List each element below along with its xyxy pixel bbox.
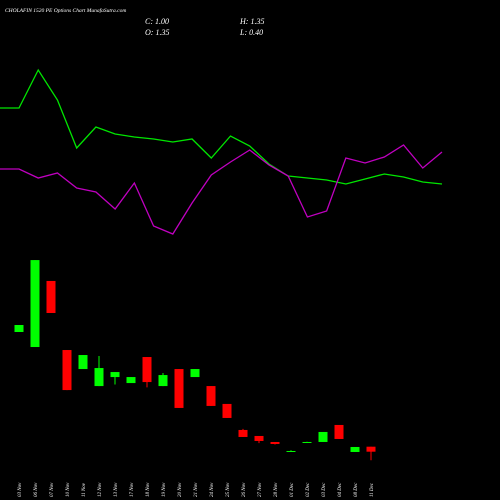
candle-body	[62, 350, 72, 391]
x-tick-label: 11 Nov	[82, 482, 87, 497]
x-tick-label: 04 Dec	[338, 482, 343, 497]
x-tick-label: 08 Dec	[354, 482, 359, 497]
candle-body	[94, 368, 104, 387]
x-tick-label: 06 Nov	[34, 482, 39, 497]
high-label: H: 1.35	[239, 17, 264, 26]
x-tick-label: 25 Nov	[226, 482, 231, 497]
close-label: C: 1.00	[145, 17, 169, 26]
candle-body	[142, 357, 152, 383]
indicator-line	[0, 144, 443, 235]
chart-title: CHOLAFIN 1520 PE Options Chart MunafaSut…	[5, 7, 126, 14]
x-tick-label: 13 Nov	[114, 482, 119, 497]
candle-body	[334, 424, 344, 439]
candle-body	[190, 369, 200, 378]
indicator-line	[0, 68, 443, 185]
x-tick-label: 10 Nov	[66, 482, 71, 497]
candle-body	[206, 386, 216, 406]
x-tick-label: 02 Dec	[306, 482, 311, 497]
x-tick-label: 26 Nov	[242, 482, 247, 497]
candle-body	[174, 369, 184, 408]
x-tick-label: 07 Nov	[50, 482, 55, 497]
candle-body	[78, 355, 88, 370]
candle-body	[30, 260, 40, 348]
candle-body	[350, 446, 360, 452]
candle-body	[286, 450, 296, 452]
x-tick-label: 24 Nov	[210, 482, 215, 497]
x-tick-label: 01 Dec	[290, 482, 295, 497]
low-label: L: 0.40	[239, 28, 263, 37]
x-tick-label: 12 Nov	[98, 482, 103, 497]
candle-body	[254, 435, 264, 441]
candle-body	[14, 325, 24, 333]
candle-body	[318, 431, 328, 442]
open-label: O: 1.35	[145, 28, 169, 37]
candle-body	[302, 441, 312, 443]
x-tick-label: 27 Nov	[258, 482, 263, 497]
candle-body	[158, 375, 168, 387]
x-tick-label: 18 Nov	[146, 482, 151, 497]
candle-body	[46, 280, 56, 313]
x-tick-label: 11 Dec	[370, 482, 375, 497]
x-tick-label: 28 Nov	[274, 482, 279, 497]
candle-body	[366, 446, 376, 452]
x-tick-label: 03 Nov	[18, 482, 23, 497]
candle-body	[110, 372, 120, 378]
x-tick-label: 20 Nov	[178, 482, 183, 497]
candle-body	[126, 377, 136, 384]
candle-body	[238, 429, 248, 437]
candle-body	[222, 403, 232, 418]
x-tick-label: 19 Nov	[162, 482, 167, 497]
x-tick-label: 21 Nov	[194, 482, 199, 497]
x-tick-label: 17 Nov	[130, 482, 135, 497]
x-tick-label: 03 Dec	[322, 482, 327, 497]
candle-body	[270, 441, 280, 444]
